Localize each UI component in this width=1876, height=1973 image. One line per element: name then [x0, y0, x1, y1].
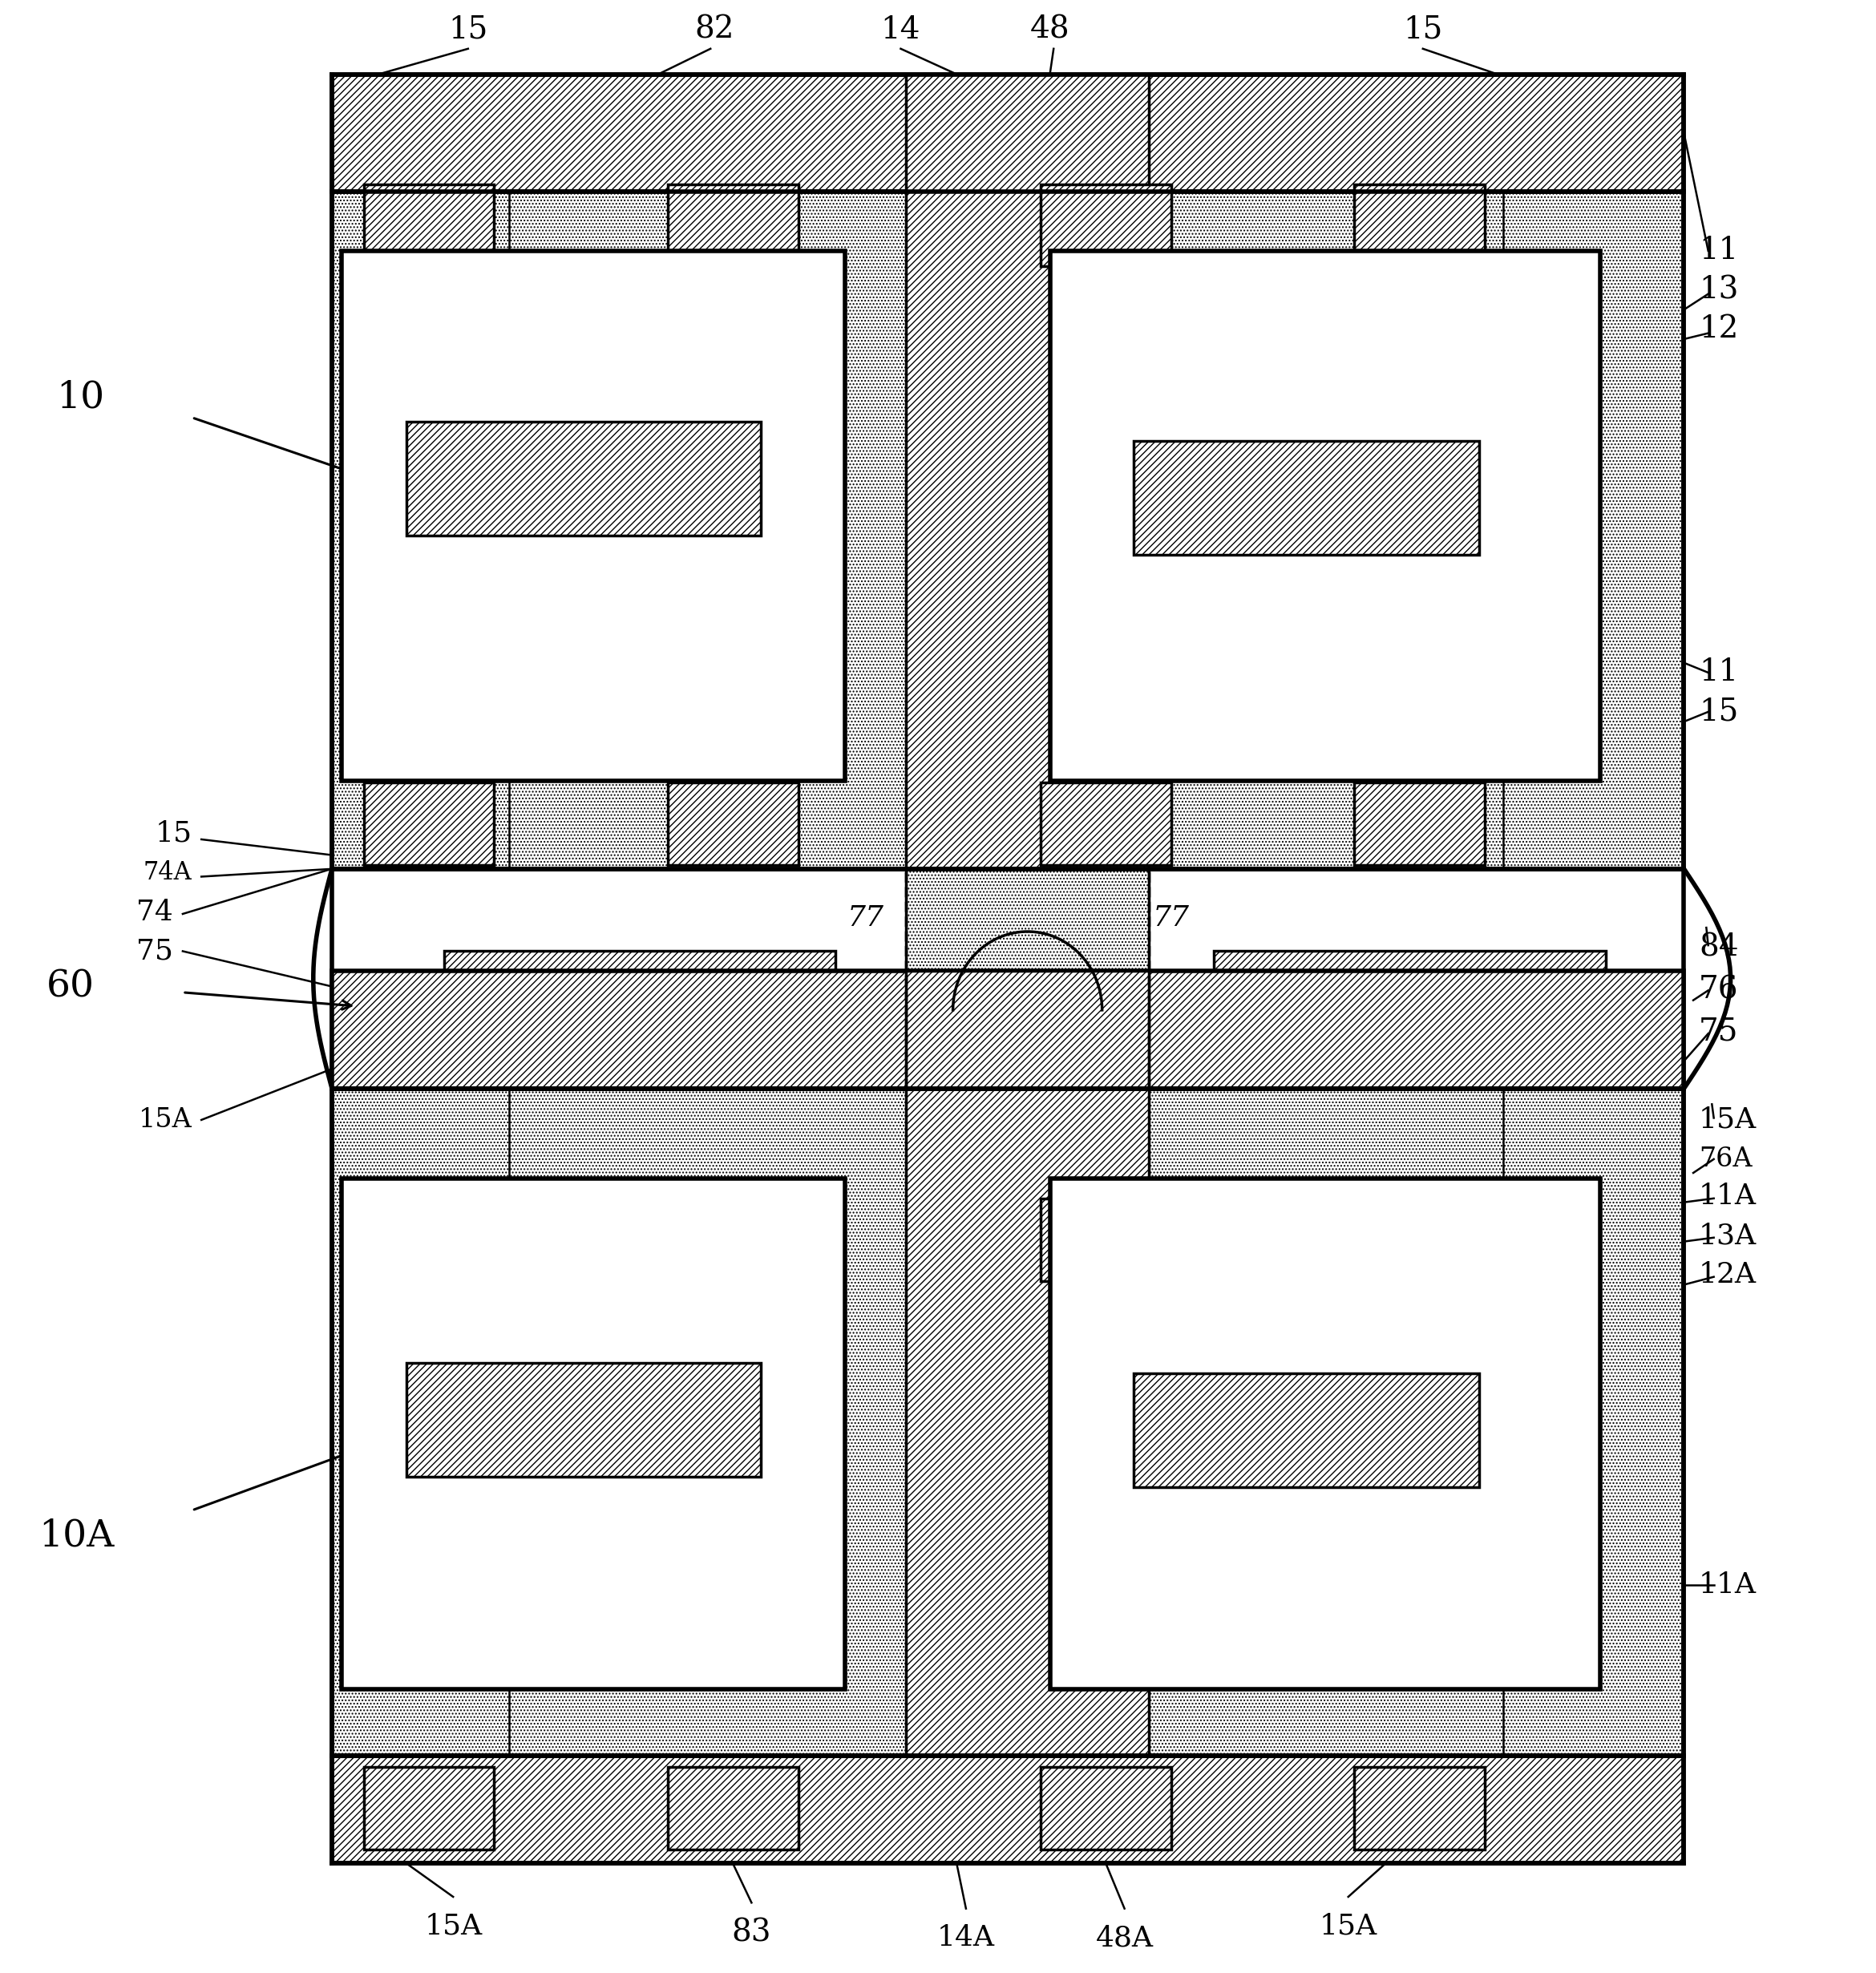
Text: 15: 15 [1700, 696, 1739, 726]
Text: 15A: 15A [1700, 1107, 1756, 1134]
Text: 76: 76 [1700, 975, 1739, 1006]
Bar [341, 251, 844, 781]
Text: 15: 15 [156, 821, 191, 846]
Text: 10: 10 [56, 379, 105, 416]
Bar [1051, 1178, 1600, 1689]
Bar [668, 783, 797, 864]
Text: 14: 14 [882, 16, 921, 45]
Bar [332, 75, 1685, 191]
Bar [1133, 442, 1478, 554]
Bar [906, 75, 1148, 868]
Bar [1354, 783, 1484, 864]
Text: 60: 60 [47, 969, 96, 1004]
Bar [1041, 783, 1171, 864]
Bar [364, 1768, 493, 1851]
Text: 15A: 15A [424, 1912, 482, 1939]
Bar [445, 951, 835, 1050]
Text: 82: 82 [694, 16, 734, 45]
Text: 11: 11 [1700, 657, 1739, 687]
Text: 12: 12 [1700, 314, 1739, 343]
Bar [1041, 183, 1171, 266]
Text: 11: 11 [1700, 237, 1739, 266]
Bar [508, 191, 906, 868]
Bar [906, 971, 1148, 1756]
Bar [668, 1768, 797, 1851]
Bar [332, 1756, 1685, 1863]
Text: 14A: 14A [938, 1924, 994, 1951]
Text: 77: 77 [848, 904, 884, 931]
Bar [407, 1363, 762, 1478]
Bar [906, 971, 1148, 1756]
Text: 75: 75 [137, 937, 173, 965]
Bar [1041, 1768, 1171, 1851]
Bar [407, 422, 762, 535]
Text: 13: 13 [1700, 274, 1739, 306]
Bar [906, 75, 1148, 868]
Bar [364, 183, 493, 266]
Text: 15: 15 [1403, 16, 1443, 45]
Bar [332, 971, 1685, 1089]
Text: 15A: 15A [139, 1107, 191, 1133]
Bar [1148, 191, 1503, 868]
Text: 15A: 15A [1319, 1912, 1377, 1939]
Bar [341, 1178, 844, 1689]
Text: 83: 83 [732, 1918, 771, 1947]
Bar [668, 1198, 797, 1280]
Text: 11A: 11A [1700, 1182, 1756, 1209]
Text: 11A: 11A [1700, 1571, 1756, 1598]
Bar [1133, 1373, 1478, 1488]
Text: 12A: 12A [1700, 1261, 1756, 1288]
Bar [1354, 183, 1484, 266]
Bar [1041, 1198, 1171, 1280]
Bar [1148, 1089, 1503, 1756]
Bar [1354, 1768, 1484, 1851]
Bar [508, 1089, 906, 1756]
Bar [332, 191, 1685, 868]
Text: 84: 84 [1700, 933, 1739, 963]
Bar [1051, 251, 1600, 781]
Text: 48: 48 [1030, 16, 1069, 45]
Text: 10A: 10A [39, 1517, 114, 1555]
Text: 76A: 76A [1700, 1146, 1752, 1172]
Text: 75: 75 [1700, 1016, 1739, 1046]
Text: 74: 74 [137, 898, 173, 925]
Text: 48A: 48A [1096, 1924, 1154, 1951]
Bar [332, 868, 1685, 1089]
Text: 13A: 13A [1700, 1221, 1756, 1249]
Bar [1214, 951, 1606, 1050]
Bar [1354, 1198, 1484, 1280]
Bar [906, 868, 1148, 1089]
Bar [906, 75, 1148, 868]
Text: 15: 15 [448, 16, 488, 45]
Bar [332, 1089, 1685, 1756]
Bar [364, 1198, 493, 1280]
Bar [906, 971, 1148, 1756]
Bar [364, 783, 493, 864]
Text: 74A: 74A [143, 860, 191, 886]
Bar [668, 183, 797, 266]
Text: 77: 77 [1152, 904, 1189, 931]
